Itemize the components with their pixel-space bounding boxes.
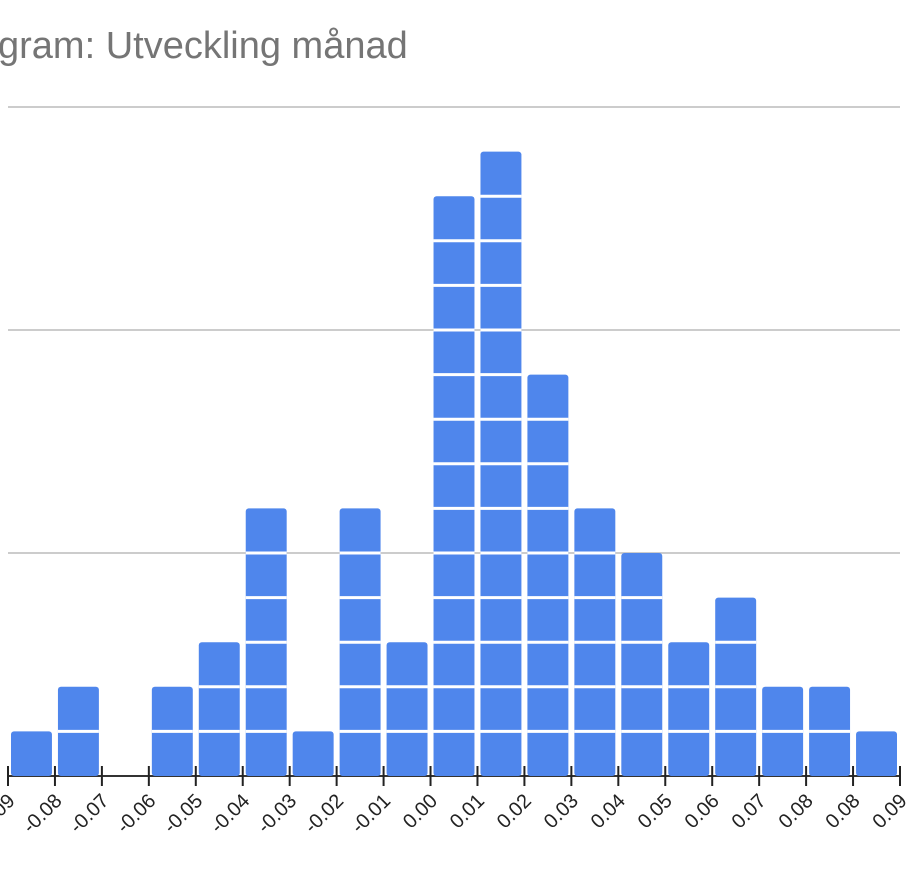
bar <box>856 731 897 776</box>
x-tick-label: -0.07 <box>66 790 114 838</box>
bar <box>198 642 240 776</box>
bar <box>386 642 428 776</box>
x-tick-label: -0.03 <box>253 790 301 838</box>
x-tick-label: -0.08 <box>19 790 67 838</box>
bar <box>433 196 475 776</box>
bar <box>621 553 663 776</box>
bar <box>668 642 710 776</box>
x-tick-label: 0.03 <box>540 790 583 833</box>
x-tick-label: 0.09 <box>868 790 911 833</box>
x-tick-label: 0.00 <box>399 790 442 833</box>
x-tick-label: 0.02 <box>493 790 536 833</box>
bar <box>292 731 334 776</box>
x-tick-label: 0.05 <box>634 790 677 833</box>
bar <box>11 731 52 776</box>
x-tick-label: -0.06 <box>113 790 161 838</box>
x-tick-label: -0.02 <box>300 790 348 838</box>
x-tick-label: 0.06 <box>681 790 724 833</box>
x-tick-label: -0.01 <box>347 790 395 838</box>
x-tick-label: 0.08 <box>775 790 818 833</box>
x-tick-label: 0.07 <box>728 790 771 833</box>
x-tick-label: 0.04 <box>587 790 630 833</box>
x-tick-label: -0.05 <box>160 790 208 838</box>
bar <box>527 374 569 776</box>
x-tick-label: 0.01 <box>446 790 489 833</box>
x-tick-label: -0.04 <box>206 790 254 838</box>
x-tick-label: 0.08 <box>821 790 864 833</box>
chart-title: gram: Utveckling månad <box>0 25 408 67</box>
x-tick-label: -0.09 <box>0 790 20 838</box>
